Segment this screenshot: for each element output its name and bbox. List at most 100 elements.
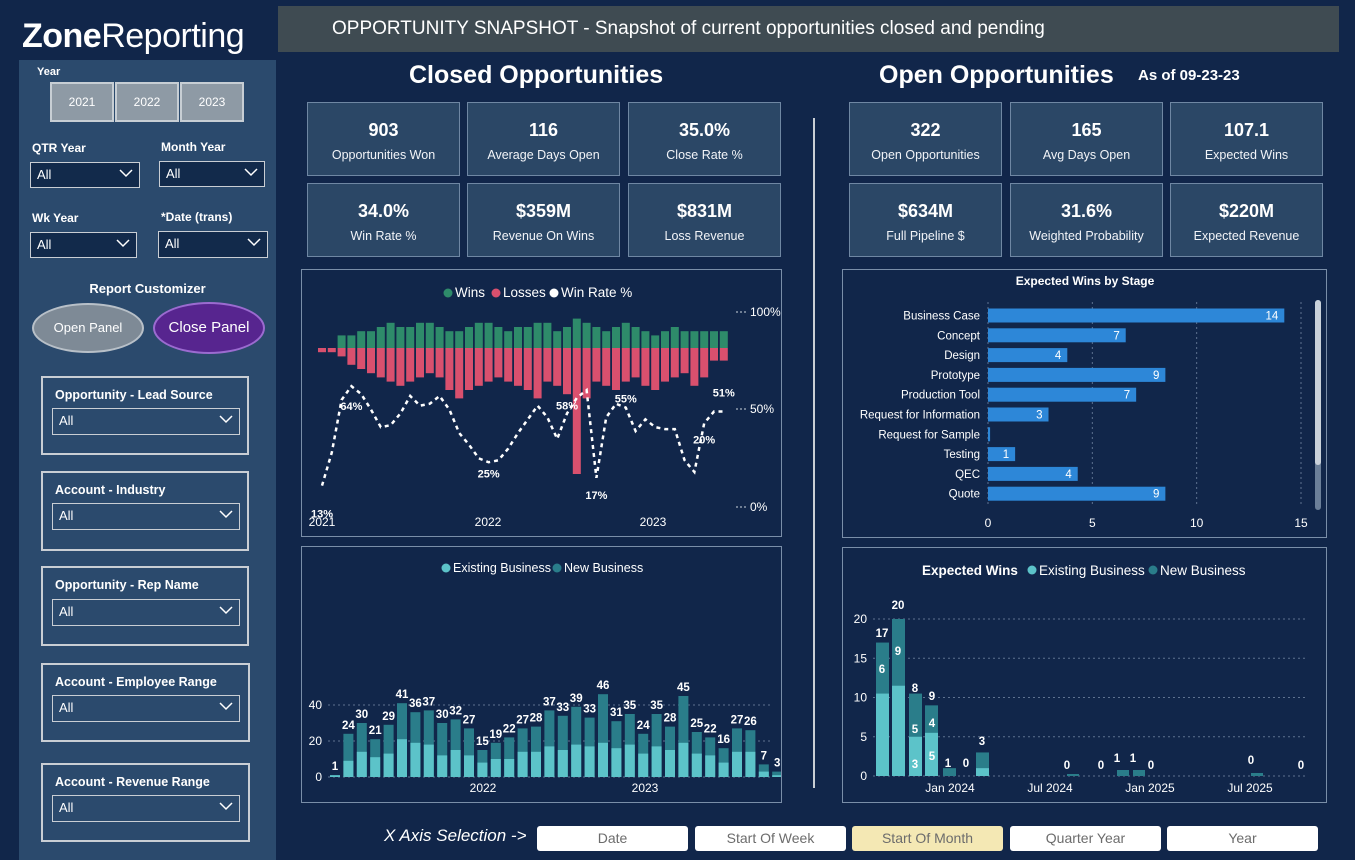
existing-business-bar bbox=[464, 755, 474, 777]
x-axis-year-button[interactable]: Year bbox=[1167, 826, 1318, 851]
month-year-label: Month Year bbox=[161, 140, 226, 154]
year-2023-button[interactable]: 2023 bbox=[180, 82, 244, 122]
existing-business-bar bbox=[745, 751, 756, 777]
expected-wins-chart: Expected Wins Existing Business New Busine… bbox=[854, 563, 1305, 795]
y-tick-label: 5 bbox=[860, 730, 867, 744]
existing-business-bar bbox=[450, 750, 461, 777]
data-label: 33 bbox=[556, 702, 569, 714]
data-label: 4 bbox=[1065, 469, 1072, 481]
kpi-label: Open Opportunities bbox=[871, 148, 980, 162]
year-2021-button[interactable]: 2021 bbox=[50, 82, 114, 122]
win-bar bbox=[347, 335, 356, 348]
employee-range-dropdown[interactable]: All bbox=[52, 695, 240, 722]
existing-business-bar bbox=[504, 759, 515, 777]
data-label: 7 bbox=[1124, 390, 1130, 402]
lead-source-dropdown[interactable]: All bbox=[52, 408, 240, 435]
existing-business-bar bbox=[370, 757, 381, 777]
loss-bar bbox=[572, 348, 581, 474]
qtr-year-dropdown[interactable]: All bbox=[30, 162, 140, 188]
legend-marker bbox=[1027, 565, 1037, 575]
data-label: 5 bbox=[912, 724, 919, 736]
closed-section-title: Closed Opportunities bbox=[409, 61, 664, 89]
wk-year-value: All bbox=[37, 237, 52, 252]
loss-bar bbox=[376, 348, 385, 378]
wk-year-label: Wk Year bbox=[32, 211, 79, 225]
loss-bar bbox=[445, 348, 454, 390]
y-tick-label: 100% bbox=[750, 305, 781, 319]
existing-business-bar bbox=[397, 739, 407, 777]
new-business-bar bbox=[1067, 774, 1079, 776]
x-axis-start-of-month-button[interactable]: Start Of Month bbox=[852, 826, 1003, 851]
data-label: 25 bbox=[690, 718, 703, 730]
existing-business-bar bbox=[330, 775, 340, 777]
data-label: 0 bbox=[1298, 760, 1304, 772]
category-label: Production Tool bbox=[901, 390, 980, 402]
existing-new-chart: Existing Business New Business40200124302… bbox=[309, 561, 783, 795]
kpi-label: Expected Wins bbox=[1204, 148, 1289, 162]
new-business-bar bbox=[450, 719, 461, 777]
chevron-down-icon bbox=[247, 238, 261, 247]
new-business-bar bbox=[464, 728, 474, 777]
win-bar bbox=[416, 322, 424, 348]
close-panel-button[interactable]: Close Panel bbox=[153, 302, 265, 354]
new-business-bar bbox=[1117, 770, 1129, 776]
wk-year-dropdown[interactable]: All bbox=[30, 232, 137, 258]
win-bar bbox=[553, 331, 562, 348]
chart-title: Expected Wins bbox=[922, 563, 1018, 578]
loss-bar bbox=[641, 348, 650, 386]
win-bar bbox=[357, 331, 366, 348]
kpi-label: Average Days Open bbox=[487, 148, 600, 162]
lead-source-value: All bbox=[59, 413, 74, 428]
new-business-bar bbox=[544, 710, 555, 777]
win-bar bbox=[406, 327, 415, 348]
win-bar bbox=[484, 322, 493, 348]
win-bar bbox=[474, 322, 483, 348]
data-label: 3 bbox=[774, 758, 780, 770]
rep-name-dropdown[interactable]: All bbox=[52, 599, 240, 626]
kpi-value: $634M bbox=[897, 201, 954, 221]
win-bar bbox=[494, 327, 503, 348]
filter-rep-name: Opportunity - Rep Name All bbox=[41, 566, 249, 646]
loss-bar bbox=[425, 348, 434, 374]
year-2022-button[interactable]: 2022 bbox=[115, 82, 179, 122]
month-year-value: All bbox=[166, 166, 181, 181]
loss-bar bbox=[710, 348, 718, 361]
existing-business-bar bbox=[665, 750, 675, 777]
loss-bar bbox=[337, 348, 346, 357]
revenue-range-dropdown[interactable]: All bbox=[52, 795, 240, 822]
win-bar bbox=[367, 331, 375, 348]
win-bar bbox=[504, 331, 513, 348]
x-tick-label: 5 bbox=[1089, 516, 1096, 530]
date-trans-label: *Date (trans) bbox=[161, 210, 233, 224]
loss-bar bbox=[514, 348, 522, 386]
loss-bar bbox=[396, 348, 405, 386]
category-label: Prototype bbox=[931, 370, 980, 382]
x-axis-quarter-year-button[interactable]: Quarter Year bbox=[1010, 826, 1161, 851]
y-tick-label: 0 bbox=[860, 769, 867, 783]
date-trans-dropdown[interactable]: All bbox=[158, 231, 268, 258]
data-label: 55% bbox=[615, 394, 637, 406]
data-label: 13% bbox=[311, 509, 333, 521]
win-bar bbox=[651, 335, 660, 348]
new-business-bar bbox=[758, 764, 769, 777]
filter-employee-range: Account - Employee Range All bbox=[41, 663, 250, 742]
stage-bar bbox=[988, 427, 991, 442]
x-axis-start-of-week-button[interactable]: Start Of Week bbox=[695, 826, 846, 851]
loss-bar bbox=[357, 348, 366, 369]
existing-business-bar bbox=[772, 775, 783, 777]
chart-title: Expected Wins by Stage bbox=[1016, 274, 1155, 288]
kpi-label: Expected Revenue bbox=[1193, 229, 1300, 243]
kpi-card: 35.0% Close Rate % bbox=[628, 102, 781, 176]
x-tick-label: 0 bbox=[985, 516, 992, 530]
win-bar bbox=[680, 331, 689, 348]
page-title: OPPORTUNITY SNAPSHOT - Snapshot of curre… bbox=[278, 6, 1339, 52]
open-panel-button[interactable]: Open Panel bbox=[32, 303, 144, 353]
data-label: 1 bbox=[1003, 449, 1009, 461]
x-tick-label: 15 bbox=[1294, 516, 1308, 530]
filter-sidebar: Year 2021 2022 2023 QTR Year All Month Y… bbox=[19, 60, 276, 860]
x-axis-date-button[interactable]: Date bbox=[537, 826, 688, 851]
data-label: 1 bbox=[1130, 753, 1137, 765]
month-year-dropdown[interactable]: All bbox=[159, 161, 265, 187]
industry-dropdown[interactable]: All bbox=[52, 503, 240, 530]
revenue-range-value: All bbox=[59, 800, 74, 815]
